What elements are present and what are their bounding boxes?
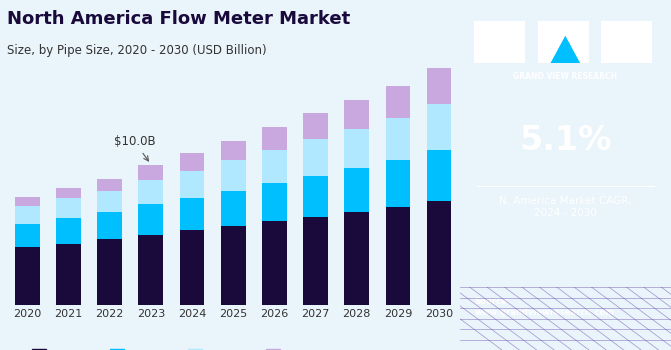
Bar: [386, 118, 410, 160]
Bar: [221, 191, 246, 226]
Bar: [180, 230, 205, 304]
Text: Size, by Pipe Size, 2020 - 2030 (USD Billion): Size, by Pipe Size, 2020 - 2030 (USD Bil…: [7, 44, 266, 57]
Bar: [427, 150, 452, 201]
Bar: [601, 21, 652, 63]
Bar: [221, 226, 246, 304]
Bar: [15, 206, 40, 224]
Bar: [138, 165, 163, 180]
Text: 5.1%: 5.1%: [519, 124, 611, 156]
Text: Source:
www.grandviewresearch.com: Source: www.grandviewresearch.com: [474, 298, 615, 317]
Bar: [386, 160, 410, 208]
Bar: [538, 21, 588, 63]
Bar: [303, 139, 328, 176]
Bar: [97, 212, 122, 239]
Bar: [180, 171, 205, 198]
Bar: [56, 188, 81, 198]
Bar: [56, 244, 81, 304]
Bar: [15, 224, 40, 247]
Bar: [180, 198, 205, 230]
Bar: [344, 100, 369, 128]
Bar: [138, 180, 163, 204]
Bar: [262, 221, 287, 304]
Polygon shape: [550, 36, 580, 63]
Bar: [344, 212, 369, 304]
Bar: [15, 197, 40, 206]
Bar: [427, 68, 452, 104]
Bar: [303, 217, 328, 304]
Bar: [474, 21, 525, 63]
Bar: [303, 113, 328, 139]
Bar: [97, 178, 122, 191]
Bar: [97, 239, 122, 304]
Bar: [344, 128, 369, 168]
Bar: [15, 247, 40, 304]
Bar: [427, 201, 452, 304]
Bar: [138, 235, 163, 304]
Text: N. America Market CAGR,
2024 - 2030: N. America Market CAGR, 2024 - 2030: [499, 196, 632, 218]
Bar: [221, 160, 246, 191]
Bar: [427, 104, 452, 150]
Bar: [262, 183, 287, 221]
Bar: [262, 127, 287, 150]
Bar: [262, 150, 287, 183]
Text: $10.0B: $10.0B: [114, 135, 156, 161]
Bar: [344, 168, 369, 212]
Bar: [138, 204, 163, 235]
Legend: 2 Inches, 4 Inches, 6 Inches, More Than 6 Inches: 2 Inches, 4 Inches, 6 Inches, More Than …: [28, 345, 402, 350]
Text: GRAND VIEW RESEARCH: GRAND VIEW RESEARCH: [513, 72, 617, 81]
Bar: [303, 176, 328, 217]
Bar: [221, 141, 246, 160]
Bar: [386, 208, 410, 304]
Bar: [386, 86, 410, 118]
Text: North America Flow Meter Market: North America Flow Meter Market: [7, 10, 350, 28]
Bar: [97, 191, 122, 212]
Bar: [56, 198, 81, 218]
Bar: [56, 218, 81, 244]
Bar: [180, 153, 205, 171]
